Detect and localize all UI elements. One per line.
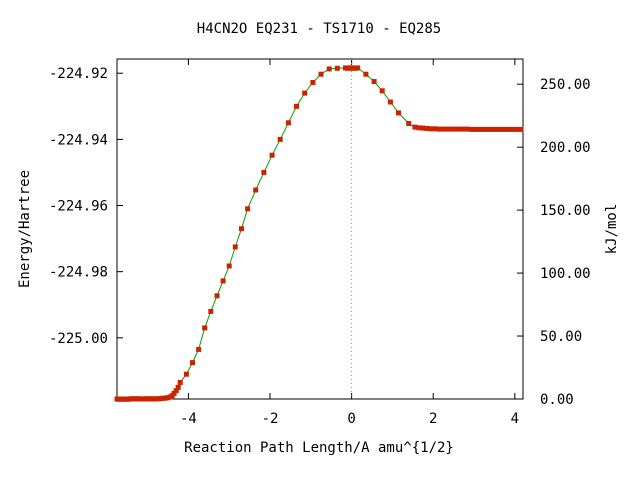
data-point [220,278,226,284]
data-point [355,65,361,71]
data-point [473,126,479,132]
data-point [326,66,332,72]
data-point [469,126,475,132]
chart-title: H4CN2O EQ231 - TS1710 - EQ285 [197,21,441,37]
data-point [208,308,214,314]
data-point [310,80,316,85]
data-point [196,346,202,352]
data-point [453,126,459,132]
data-point [294,103,299,109]
data-point [261,169,267,175]
y2-tick-label: 200.00 [540,140,591,156]
data-point [498,126,504,132]
data-point [318,71,324,77]
data-point [506,126,512,132]
data-point [285,120,291,126]
y-tick-label: -224.92 [49,66,108,82]
data-point [363,71,369,77]
data-point [171,390,177,396]
y2-tick-label: 150.00 [540,203,591,219]
y2-tick-label: 100.00 [540,266,591,282]
data-point [379,88,385,94]
y2-tick-label: 0.00 [540,392,574,408]
data-point [420,125,426,131]
data-point [277,136,283,142]
data-point [489,126,495,132]
data-point [232,244,238,250]
data-point [239,226,244,232]
data-point [432,126,438,132]
data-point [494,126,499,132]
data-point [514,126,520,132]
y-axis-title: Energy/Hartree [17,170,33,288]
data-point [406,121,412,126]
data-point [175,384,181,390]
data-point [190,360,195,366]
y-tick-label: -224.96 [49,199,108,215]
data-point [445,126,450,132]
x-tick-label: -4 [180,411,197,427]
data-point [173,388,179,394]
data-point [485,126,491,132]
data-point [428,126,434,132]
data-point [477,126,483,132]
data-point [416,125,422,131]
y-tick-label: -224.98 [49,265,108,281]
y-tick-label: -225.00 [49,331,108,347]
data-point [424,126,430,131]
data-point [457,126,463,132]
data-point [253,187,259,193]
data-point [449,126,455,132]
data-point [440,126,446,132]
y-tick-label: -224.94 [49,132,108,148]
data-point [396,110,401,116]
data-point [214,293,220,299]
data-point [387,99,393,105]
y2-tick-label: 50.00 [540,329,582,345]
axis-ticks: -4 -2 0 2 4 -224.92 -224.94 -224.96 -224.98 -225.… [49,59,591,427]
data-point [245,206,251,212]
x-tick-label: -2 [262,411,279,427]
data-point [269,152,275,158]
data-point [461,126,467,132]
data-point [202,325,208,331]
y2-tick-label: 250.00 [540,77,591,93]
x-tick-label: 2 [429,411,437,427]
data-point [302,90,308,96]
x-axis-title: Reaction Path Length/A amu^{1/2} [184,440,454,456]
y2-axis-title: kJ/mol [604,204,620,255]
data-point [371,79,377,84]
data-point [226,263,232,269]
x-tick-label: 4 [511,411,519,427]
data-point [183,371,189,377]
x-tick-label: 0 [347,411,355,427]
data-point [412,124,418,130]
data-point [518,126,524,132]
data-point [177,380,183,385]
data-point [436,126,442,132]
data-point [502,126,508,132]
data-points [114,65,524,402]
series-line [116,67,521,400]
data-point [465,126,471,132]
data-point [481,126,487,132]
data-point [334,65,340,71]
data-point [510,126,516,132]
plot-area-frame [116,58,524,400]
